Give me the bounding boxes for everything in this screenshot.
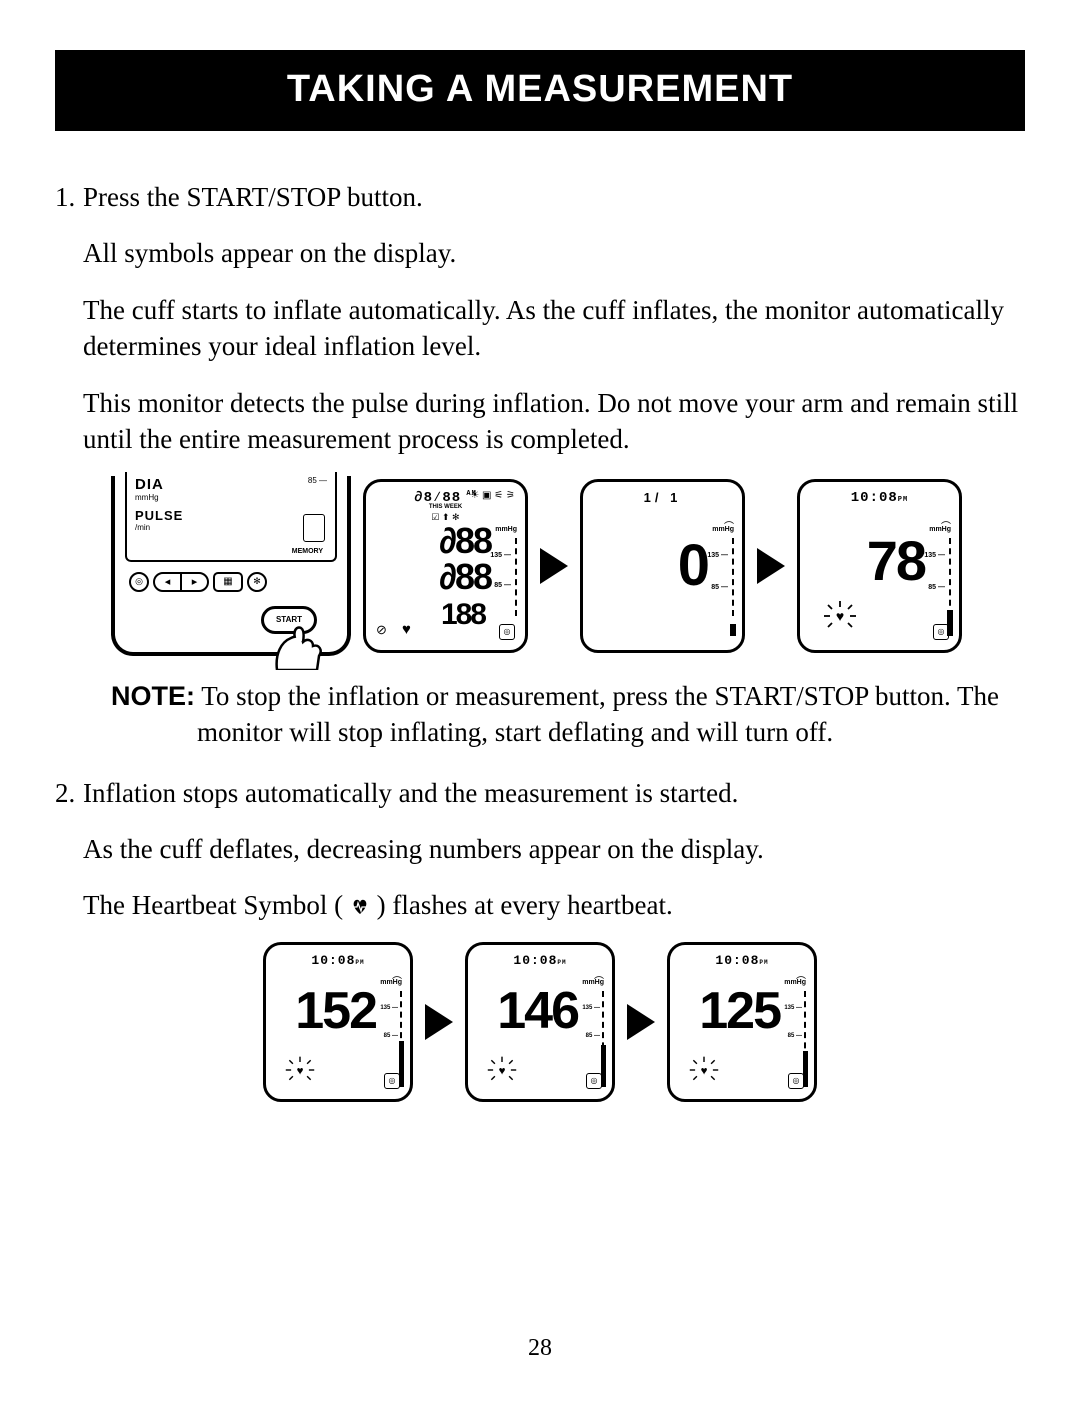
tick-85: 85 —	[308, 476, 327, 485]
step-2-line3: The Heartbeat Symbol ( ) flashes at ever…	[55, 887, 1025, 923]
device-button-row: ◎ ◂ ▸ ▦ ✻	[129, 572, 267, 592]
figure-row-2: 10:08PM 152 mmHg ⌒ 135 — 85 — ♥ ◎ 10:08P…	[55, 942, 1025, 1102]
pulse-unit: /min	[135, 523, 327, 532]
p146-heart-icon: ♥	[486, 1056, 518, 1089]
p146-main: 146	[480, 981, 578, 1041]
panelA-thisweek: THIS WEEK	[366, 504, 525, 510]
arrow-icon	[540, 548, 568, 584]
lcd-panel-all-symbols: ∂8∕88 AM THIS WEEK ☀ ▣ ⚟ ⚞ ☑ ⬆ ✻ ∂88 ∂88…	[363, 479, 528, 653]
note-text: To stop the inflation or measurement, pr…	[197, 681, 999, 747]
svg-text:♥: ♥	[701, 1065, 708, 1077]
panelC-t85: 85 —	[928, 584, 945, 591]
lcd-panel-152: 10:08PM 152 mmHg ⌒ 135 — 85 — ♥ ◎	[263, 942, 413, 1102]
step-1-number: 1.	[55, 179, 75, 215]
p125-heart-icon: ♥	[688, 1056, 720, 1089]
panelB-main: 0	[595, 532, 708, 599]
arrow-icon	[757, 548, 785, 584]
arrow-icon	[425, 1004, 453, 1040]
panelA-ok-icon: ◎	[499, 624, 515, 640]
panelA-num2: ∂88	[378, 562, 491, 593]
step-2-line3b: ) flashes at every heartbeat.	[377, 890, 673, 920]
p146-ok-icon: ◎	[586, 1073, 602, 1089]
panelA-num3: 188	[378, 602, 485, 628]
device-illustration: DIA mmHg PULSE /min 85 — MEMORY ◎ ◂ ▸ ▦ …	[111, 476, 351, 656]
p152-main: 152	[278, 981, 376, 1041]
panelA-mmhg: mmHg	[495, 526, 517, 533]
lcd-panel-zero: 1/ 1 0 mmHg ⌒ 135 — 85 —	[580, 479, 745, 653]
dia-unit: mmHg	[135, 493, 327, 502]
panelC-t135: 135 —	[924, 552, 945, 559]
figure-row-1: DIA mmHg PULSE /min 85 — MEMORY ◎ ◂ ▸ ▦ …	[111, 476, 1025, 656]
section-header: TAKING A MEASUREMENT	[55, 50, 1025, 131]
step-2-text: Inflation stops automatically and the me…	[83, 778, 738, 808]
device-rect-button: ▦	[213, 572, 243, 592]
step-1-line2: All symbols appear on the display.	[55, 235, 1025, 271]
arrow-icon	[627, 1004, 655, 1040]
panelC-main: 78	[812, 528, 925, 593]
panelB-arc: ⌒	[724, 518, 734, 533]
panelA-num1: ∂88	[378, 526, 491, 557]
svg-text:♥: ♥	[836, 608, 844, 624]
left-arrow-icon: ◂	[155, 574, 182, 590]
pulse-label: PULSE	[135, 508, 327, 523]
panelA-topicons: ☀ ▣ ⚟ ⚞	[470, 490, 515, 501]
panelC-scale	[948, 538, 951, 616]
step-2-line1: 2. Inflation stops automatically and the…	[55, 775, 1025, 811]
step-1-line3: The cuff starts to inflate automatically…	[55, 292, 1025, 365]
step-2-number: 2.	[55, 775, 75, 811]
device-arrow-pill: ◂ ▸	[153, 572, 209, 592]
panelA-t85: 85 —	[494, 582, 511, 589]
step-1-line1: 1. Press the START/STOP button.	[55, 179, 1025, 215]
panelB-scale	[731, 538, 734, 616]
step-2-line3a: The Heartbeat Symbol (	[83, 890, 350, 920]
panelB-scale-fill	[730, 624, 736, 636]
step-2-line2: As the cuff deflates, decreasing numbers…	[55, 831, 1025, 867]
p152-ok-icon: ◎	[384, 1073, 400, 1089]
lcd-panel-125: 10:08PM 125 mmHg ⌒ 135 — 85 — ♥ ◎	[667, 942, 817, 1102]
step-1-line4: This monitor detects the pulse during in…	[55, 385, 1025, 458]
p152-top: 10:08PM	[266, 953, 410, 968]
panelC-top: 10:08PM	[800, 490, 959, 506]
panelA-t135: 135 —	[490, 552, 511, 559]
panelB-t85: 85 —	[711, 584, 728, 591]
panelC-ok-icon: ◎	[933, 624, 949, 640]
panelC-arc: ⌒	[941, 518, 951, 533]
device-lcd: DIA mmHg PULSE /min 85 — MEMORY	[125, 472, 337, 562]
step-1-text: Press the START/STOP button.	[83, 182, 423, 212]
right-arrow-icon: ▸	[182, 574, 207, 590]
lcd-panel-146: 10:08PM 146 mmHg ⌒ 135 — 85 — ♥ ◎	[465, 942, 615, 1102]
panelB-top: 1/ 1	[583, 490, 742, 505]
note-block: NOTE: To stop the inflation or measureme…	[55, 678, 1025, 751]
device-circle-button: ◎	[129, 572, 149, 592]
lcd-userbox	[303, 514, 325, 542]
mute-icon: ⊘	[376, 622, 387, 638]
panelB-t135: 135 —	[707, 552, 728, 559]
svg-text:♥: ♥	[499, 1065, 506, 1077]
panelC-heart-icon: ♥	[822, 601, 858, 636]
lcd-panel-78: 10:08PM 78 mmHg ⌒ 135 — 85 — ♥ ◎	[797, 479, 962, 653]
note-label: NOTE:	[111, 681, 195, 711]
dia-label: DIA	[135, 476, 327, 493]
panelA-scale	[514, 538, 517, 616]
p152-heart-icon: ♥	[284, 1056, 316, 1089]
page-number: 28	[0, 1335, 1080, 1362]
svg-text:♥: ♥	[297, 1065, 304, 1077]
p125-main: 125	[682, 981, 780, 1041]
device-circle2-button: ✻	[247, 572, 267, 592]
heartbeat-icon	[350, 897, 370, 917]
finger-icon	[267, 624, 327, 670]
panelA-heart-icon: ♥	[402, 621, 411, 638]
memory-label: MEMORY	[292, 548, 323, 555]
p125-ok-icon: ◎	[788, 1073, 804, 1089]
panelC-pm: PM	[898, 496, 908, 504]
panelC-time: 10:08	[851, 490, 898, 506]
